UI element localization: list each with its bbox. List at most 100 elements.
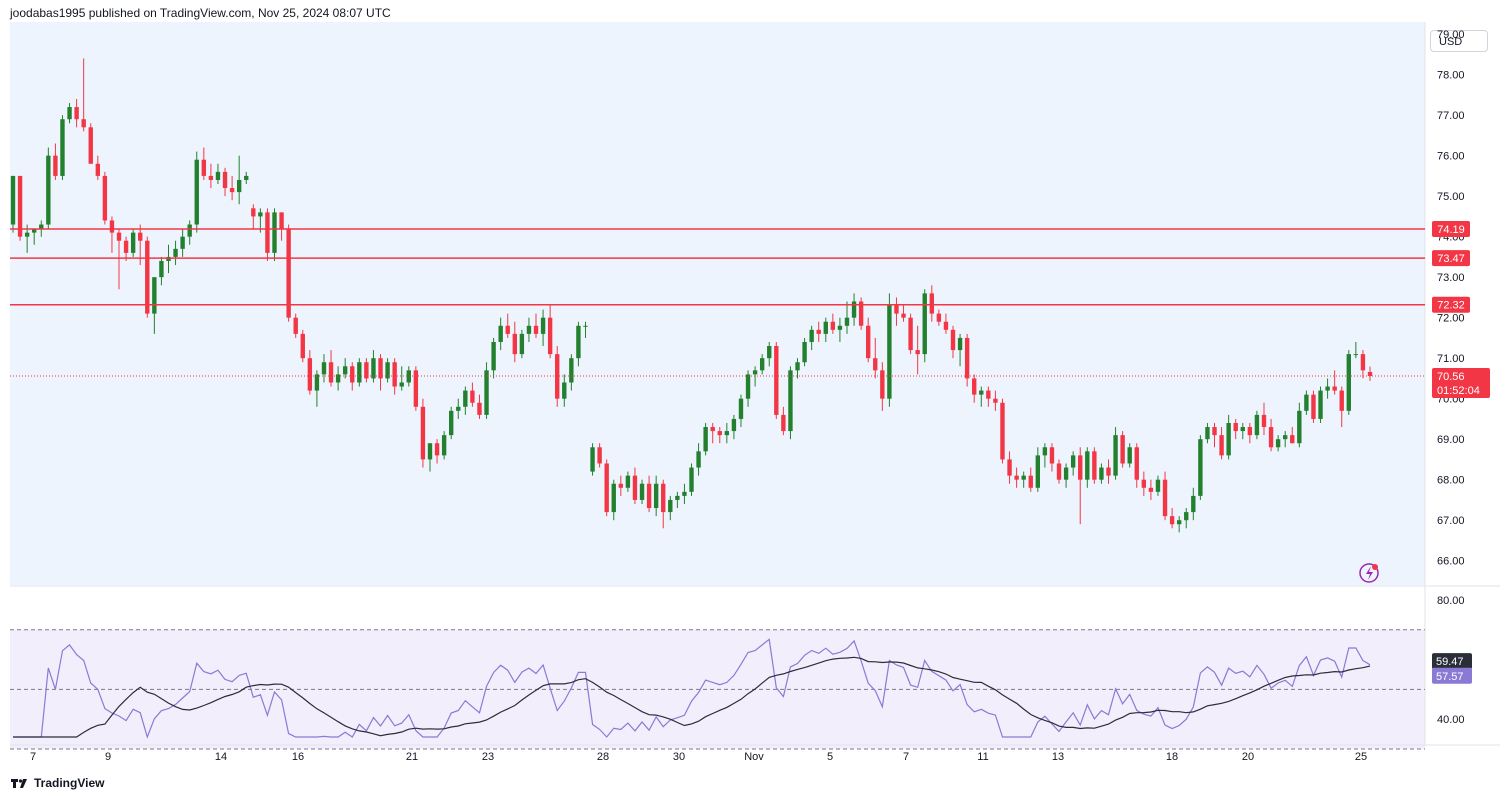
candle-body bbox=[887, 305, 892, 399]
time-axis-label: 25 bbox=[1355, 751, 1367, 763]
candle-body bbox=[215, 171, 221, 180]
candle-body bbox=[915, 350, 920, 355]
close-label: C bbox=[311, 33, 320, 45]
candle-body bbox=[1056, 463, 1062, 480]
candle-body bbox=[950, 329, 956, 351]
candle-body bbox=[328, 362, 334, 383]
time-axis-label: 16 bbox=[292, 751, 304, 763]
candle-body bbox=[703, 427, 708, 452]
time-axis-label: 7 bbox=[30, 751, 36, 763]
candle-body bbox=[1092, 451, 1097, 480]
price-axis-tick: 73.00 bbox=[1437, 272, 1465, 284]
time-axis-label: 13 bbox=[1052, 751, 1064, 763]
candle-body bbox=[1212, 427, 1217, 436]
candle-body bbox=[427, 443, 433, 460]
candle-body bbox=[1176, 520, 1182, 525]
candle-body bbox=[901, 313, 906, 318]
candle-body bbox=[463, 390, 468, 407]
candle-body bbox=[399, 382, 404, 387]
candle-body bbox=[265, 212, 270, 253]
candle-body bbox=[788, 370, 793, 432]
rsi-ma-value: 59.47 bbox=[1436, 656, 1464, 668]
candle-body bbox=[10, 175, 16, 225]
candle-body bbox=[1085, 451, 1090, 480]
candle-body bbox=[81, 119, 86, 128]
candle-body bbox=[258, 212, 263, 217]
candle-body bbox=[639, 483, 645, 500]
candle-body bbox=[1205, 427, 1210, 440]
candle-body bbox=[1275, 439, 1281, 448]
candle-body bbox=[1311, 394, 1316, 419]
candle-body bbox=[696, 451, 701, 468]
candle-body bbox=[95, 163, 101, 176]
time-axis-label: 20 bbox=[1242, 751, 1254, 763]
open-value: 70.66 bbox=[196, 33, 224, 45]
candle-body bbox=[618, 483, 624, 488]
candle-body bbox=[682, 491, 687, 496]
candle-body bbox=[53, 155, 58, 176]
high-value: 70.79 bbox=[237, 33, 266, 45]
time-axis-label: 14 bbox=[215, 751, 227, 763]
rsi-axis-tick: 80.00 bbox=[1437, 595, 1465, 607]
tradingview-brand[interactable]: TradingView bbox=[34, 776, 105, 790]
candle-body bbox=[943, 321, 949, 330]
currency-selector[interactable]: USD bbox=[1430, 30, 1488, 52]
candle-body bbox=[251, 208, 256, 217]
candle-body bbox=[731, 418, 737, 432]
candle-body bbox=[604, 463, 609, 513]
candle-body bbox=[1070, 455, 1076, 468]
candle-body bbox=[1297, 410, 1302, 444]
candle-body bbox=[717, 431, 722, 436]
high-label: H bbox=[229, 33, 238, 45]
candle-body bbox=[512, 333, 517, 355]
candle-body bbox=[837, 325, 843, 330]
last-price-box bbox=[1432, 368, 1490, 399]
ohlc-legend: CFDs on WTI Crude Oil, 4h, TVC O70.66 H7… bbox=[16, 33, 511, 45]
candle-body bbox=[1226, 422, 1231, 456]
candle-body bbox=[802, 341, 807, 363]
candle-body bbox=[201, 159, 207, 176]
rsi-axis-tick: 40.00 bbox=[1437, 714, 1465, 726]
candle-body bbox=[1035, 455, 1041, 488]
candle-body bbox=[533, 325, 539, 334]
candle-body bbox=[102, 175, 108, 221]
candle-body bbox=[152, 277, 157, 314]
publisher-header: joodabas1995 published on TradingView.co… bbox=[10, 6, 391, 20]
candle-body bbox=[964, 337, 970, 379]
open-label: O bbox=[187, 33, 197, 45]
candle-body bbox=[1127, 447, 1132, 464]
symbol-label[interactable]: CFDs on WTI Crude Oil, 4h, TVC bbox=[16, 33, 179, 45]
candle-body bbox=[752, 370, 758, 375]
candle-body bbox=[668, 499, 673, 513]
price-axis-tick: 77.00 bbox=[1437, 110, 1465, 122]
candle-body bbox=[653, 483, 659, 509]
countdown-label: 01:52:04 bbox=[1437, 385, 1480, 397]
candle-body bbox=[844, 317, 850, 326]
candle-body bbox=[293, 317, 298, 334]
candle-body bbox=[1318, 390, 1323, 419]
rsi-band bbox=[10, 629, 1425, 749]
candle-body bbox=[39, 224, 44, 229]
candle-body bbox=[1339, 390, 1344, 411]
candle-body bbox=[809, 329, 814, 342]
change-value: −0.09 (−0.13%) bbox=[352, 33, 429, 45]
candle-body bbox=[272, 212, 277, 253]
candle-body bbox=[449, 410, 454, 436]
level-label: 73.47 bbox=[1437, 253, 1465, 265]
candle-body bbox=[1346, 354, 1351, 411]
candle-body bbox=[385, 362, 390, 379]
last-price-label: 70.56 bbox=[1437, 371, 1465, 383]
candle-body bbox=[441, 435, 447, 456]
candle-body bbox=[1141, 479, 1147, 488]
candle-body bbox=[675, 495, 680, 500]
rsi-ma-value-box bbox=[1432, 653, 1472, 670]
candle-body bbox=[60, 119, 65, 176]
candle-body bbox=[244, 175, 249, 180]
time-axis-label: 11 bbox=[977, 751, 988, 763]
price-axis-tick: 67.00 bbox=[1437, 515, 1465, 527]
candle-body bbox=[67, 107, 72, 120]
candle-body bbox=[745, 374, 751, 399]
candle-body bbox=[1360, 354, 1366, 371]
candle-body bbox=[979, 390, 984, 395]
